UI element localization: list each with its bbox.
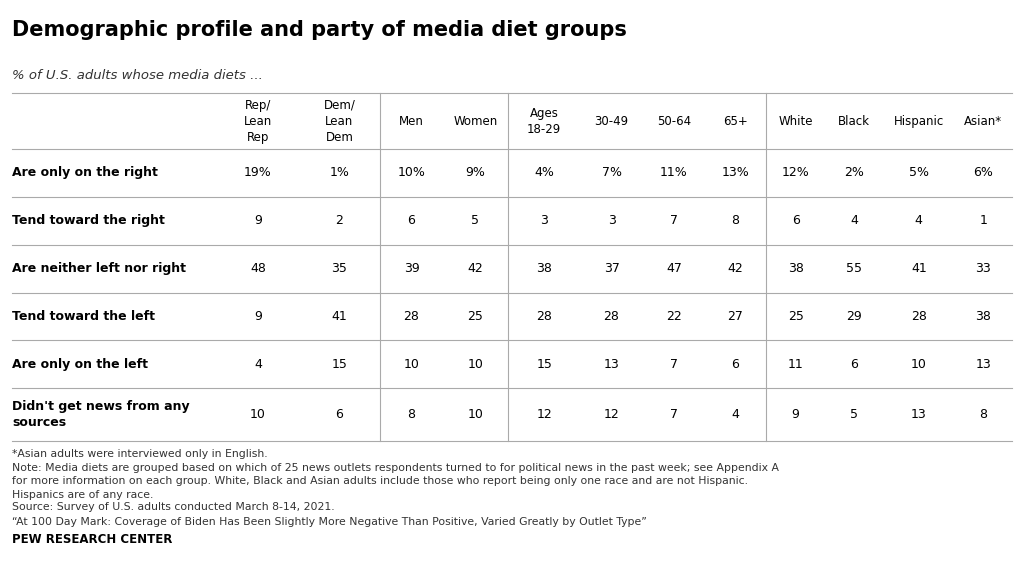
Text: *Asian adults were interviewed only in English.: *Asian adults were interviewed only in E… (12, 449, 268, 458)
Text: Men: Men (399, 114, 424, 128)
Text: 29: 29 (846, 310, 862, 323)
Text: 65+: 65+ (723, 114, 748, 128)
Text: 19%: 19% (244, 166, 271, 179)
Text: 48: 48 (250, 262, 266, 275)
Text: Are neither left nor right: Are neither left nor right (12, 262, 186, 275)
Text: 8: 8 (731, 214, 739, 227)
Text: 15: 15 (537, 358, 552, 371)
Text: 28: 28 (910, 310, 927, 323)
Text: 41: 41 (911, 262, 927, 275)
Text: 2: 2 (336, 214, 343, 227)
Text: Demographic profile and party of media diet groups: Demographic profile and party of media d… (12, 20, 627, 40)
Text: 5: 5 (850, 408, 858, 421)
Text: 27: 27 (727, 310, 743, 323)
Text: White: White (778, 114, 813, 128)
Text: 13%: 13% (722, 166, 750, 179)
Text: Ages
18-29: Ages 18-29 (527, 107, 561, 135)
Text: 12%: 12% (781, 166, 810, 179)
Text: 33: 33 (976, 262, 991, 275)
Text: 8: 8 (408, 408, 416, 421)
Text: 7: 7 (670, 408, 678, 421)
Text: 6%: 6% (974, 166, 993, 179)
Text: 6: 6 (408, 214, 416, 227)
Text: 30-49: 30-49 (595, 114, 629, 128)
Text: Source: Survey of U.S. adults conducted March 8-14, 2021.: Source: Survey of U.S. adults conducted … (12, 502, 335, 512)
Text: 8: 8 (979, 408, 987, 421)
Text: 42: 42 (727, 262, 743, 275)
Text: Tend toward the left: Tend toward the left (12, 310, 156, 323)
Text: 38: 38 (787, 262, 804, 275)
Text: 5%: 5% (908, 166, 929, 179)
Text: PEW RESEARCH CENTER: PEW RESEARCH CENTER (12, 533, 173, 546)
Text: 35: 35 (332, 262, 347, 275)
Text: 42: 42 (468, 262, 483, 275)
Text: 9: 9 (792, 408, 800, 421)
Text: 22: 22 (667, 310, 682, 323)
Text: Note: Media diets are grouped based on which of 25 news outlets respondents turn: Note: Media diets are grouped based on w… (12, 463, 779, 499)
Text: 9: 9 (254, 214, 262, 227)
Text: 3: 3 (541, 214, 548, 227)
Text: 10: 10 (910, 358, 927, 371)
Text: 4: 4 (914, 214, 923, 227)
Text: 5: 5 (471, 214, 479, 227)
Text: 10: 10 (467, 358, 483, 371)
Text: 6: 6 (792, 214, 800, 227)
Text: 13: 13 (976, 358, 991, 371)
Text: 38: 38 (537, 262, 552, 275)
Text: 38: 38 (976, 310, 991, 323)
Text: 28: 28 (603, 310, 620, 323)
Text: 10: 10 (467, 408, 483, 421)
Text: 50-64: 50-64 (657, 114, 691, 128)
Text: 10: 10 (250, 408, 266, 421)
Text: “At 100 Day Mark: Coverage of Biden Has Been Slightly More Negative Than Positiv: “At 100 Day Mark: Coverage of Biden Has … (12, 517, 647, 527)
Text: 4: 4 (731, 408, 739, 421)
Text: 9: 9 (254, 310, 262, 323)
Text: Black: Black (839, 114, 870, 128)
Text: 6: 6 (336, 408, 343, 421)
Text: 4%: 4% (535, 166, 554, 179)
Text: 6: 6 (850, 358, 858, 371)
Text: 37: 37 (603, 262, 620, 275)
Text: Are only on the right: Are only on the right (12, 166, 158, 179)
Text: 12: 12 (537, 408, 552, 421)
Text: Rep/
Lean
Rep: Rep/ Lean Rep (244, 99, 272, 144)
Text: 55: 55 (846, 262, 862, 275)
Text: 15: 15 (332, 358, 347, 371)
Text: 2%: 2% (844, 166, 864, 179)
Text: Hispanic: Hispanic (894, 114, 944, 128)
Text: 6: 6 (731, 358, 739, 371)
Text: 28: 28 (537, 310, 552, 323)
Text: 39: 39 (403, 262, 420, 275)
Text: Asian*: Asian* (965, 114, 1002, 128)
Text: Tend toward the right: Tend toward the right (12, 214, 165, 227)
Text: 10%: 10% (397, 166, 425, 179)
Text: 9%: 9% (465, 166, 485, 179)
Text: 7: 7 (670, 358, 678, 371)
Text: 1%: 1% (330, 166, 349, 179)
Text: 28: 28 (403, 310, 420, 323)
Text: Dem/
Lean
Dem: Dem/ Lean Dem (324, 99, 355, 144)
Text: 10: 10 (403, 358, 420, 371)
Text: 7: 7 (670, 214, 678, 227)
Text: Are only on the left: Are only on the left (12, 358, 148, 371)
Text: 25: 25 (467, 310, 483, 323)
Text: 3: 3 (607, 214, 615, 227)
Text: 11%: 11% (660, 166, 688, 179)
Text: 13: 13 (604, 358, 620, 371)
Text: 7%: 7% (601, 166, 622, 179)
Text: 25: 25 (787, 310, 804, 323)
Text: Women: Women (454, 114, 498, 128)
Text: 1: 1 (979, 214, 987, 227)
Text: 4: 4 (254, 358, 262, 371)
Text: Didn't get news from any
sources: Didn't get news from any sources (12, 400, 189, 429)
Text: % of U.S. adults whose media diets ...: % of U.S. adults whose media diets ... (12, 69, 263, 82)
Text: 11: 11 (787, 358, 804, 371)
Text: 47: 47 (666, 262, 682, 275)
Text: 12: 12 (604, 408, 620, 421)
Text: 13: 13 (911, 408, 927, 421)
Text: 4: 4 (850, 214, 858, 227)
Text: 41: 41 (332, 310, 347, 323)
